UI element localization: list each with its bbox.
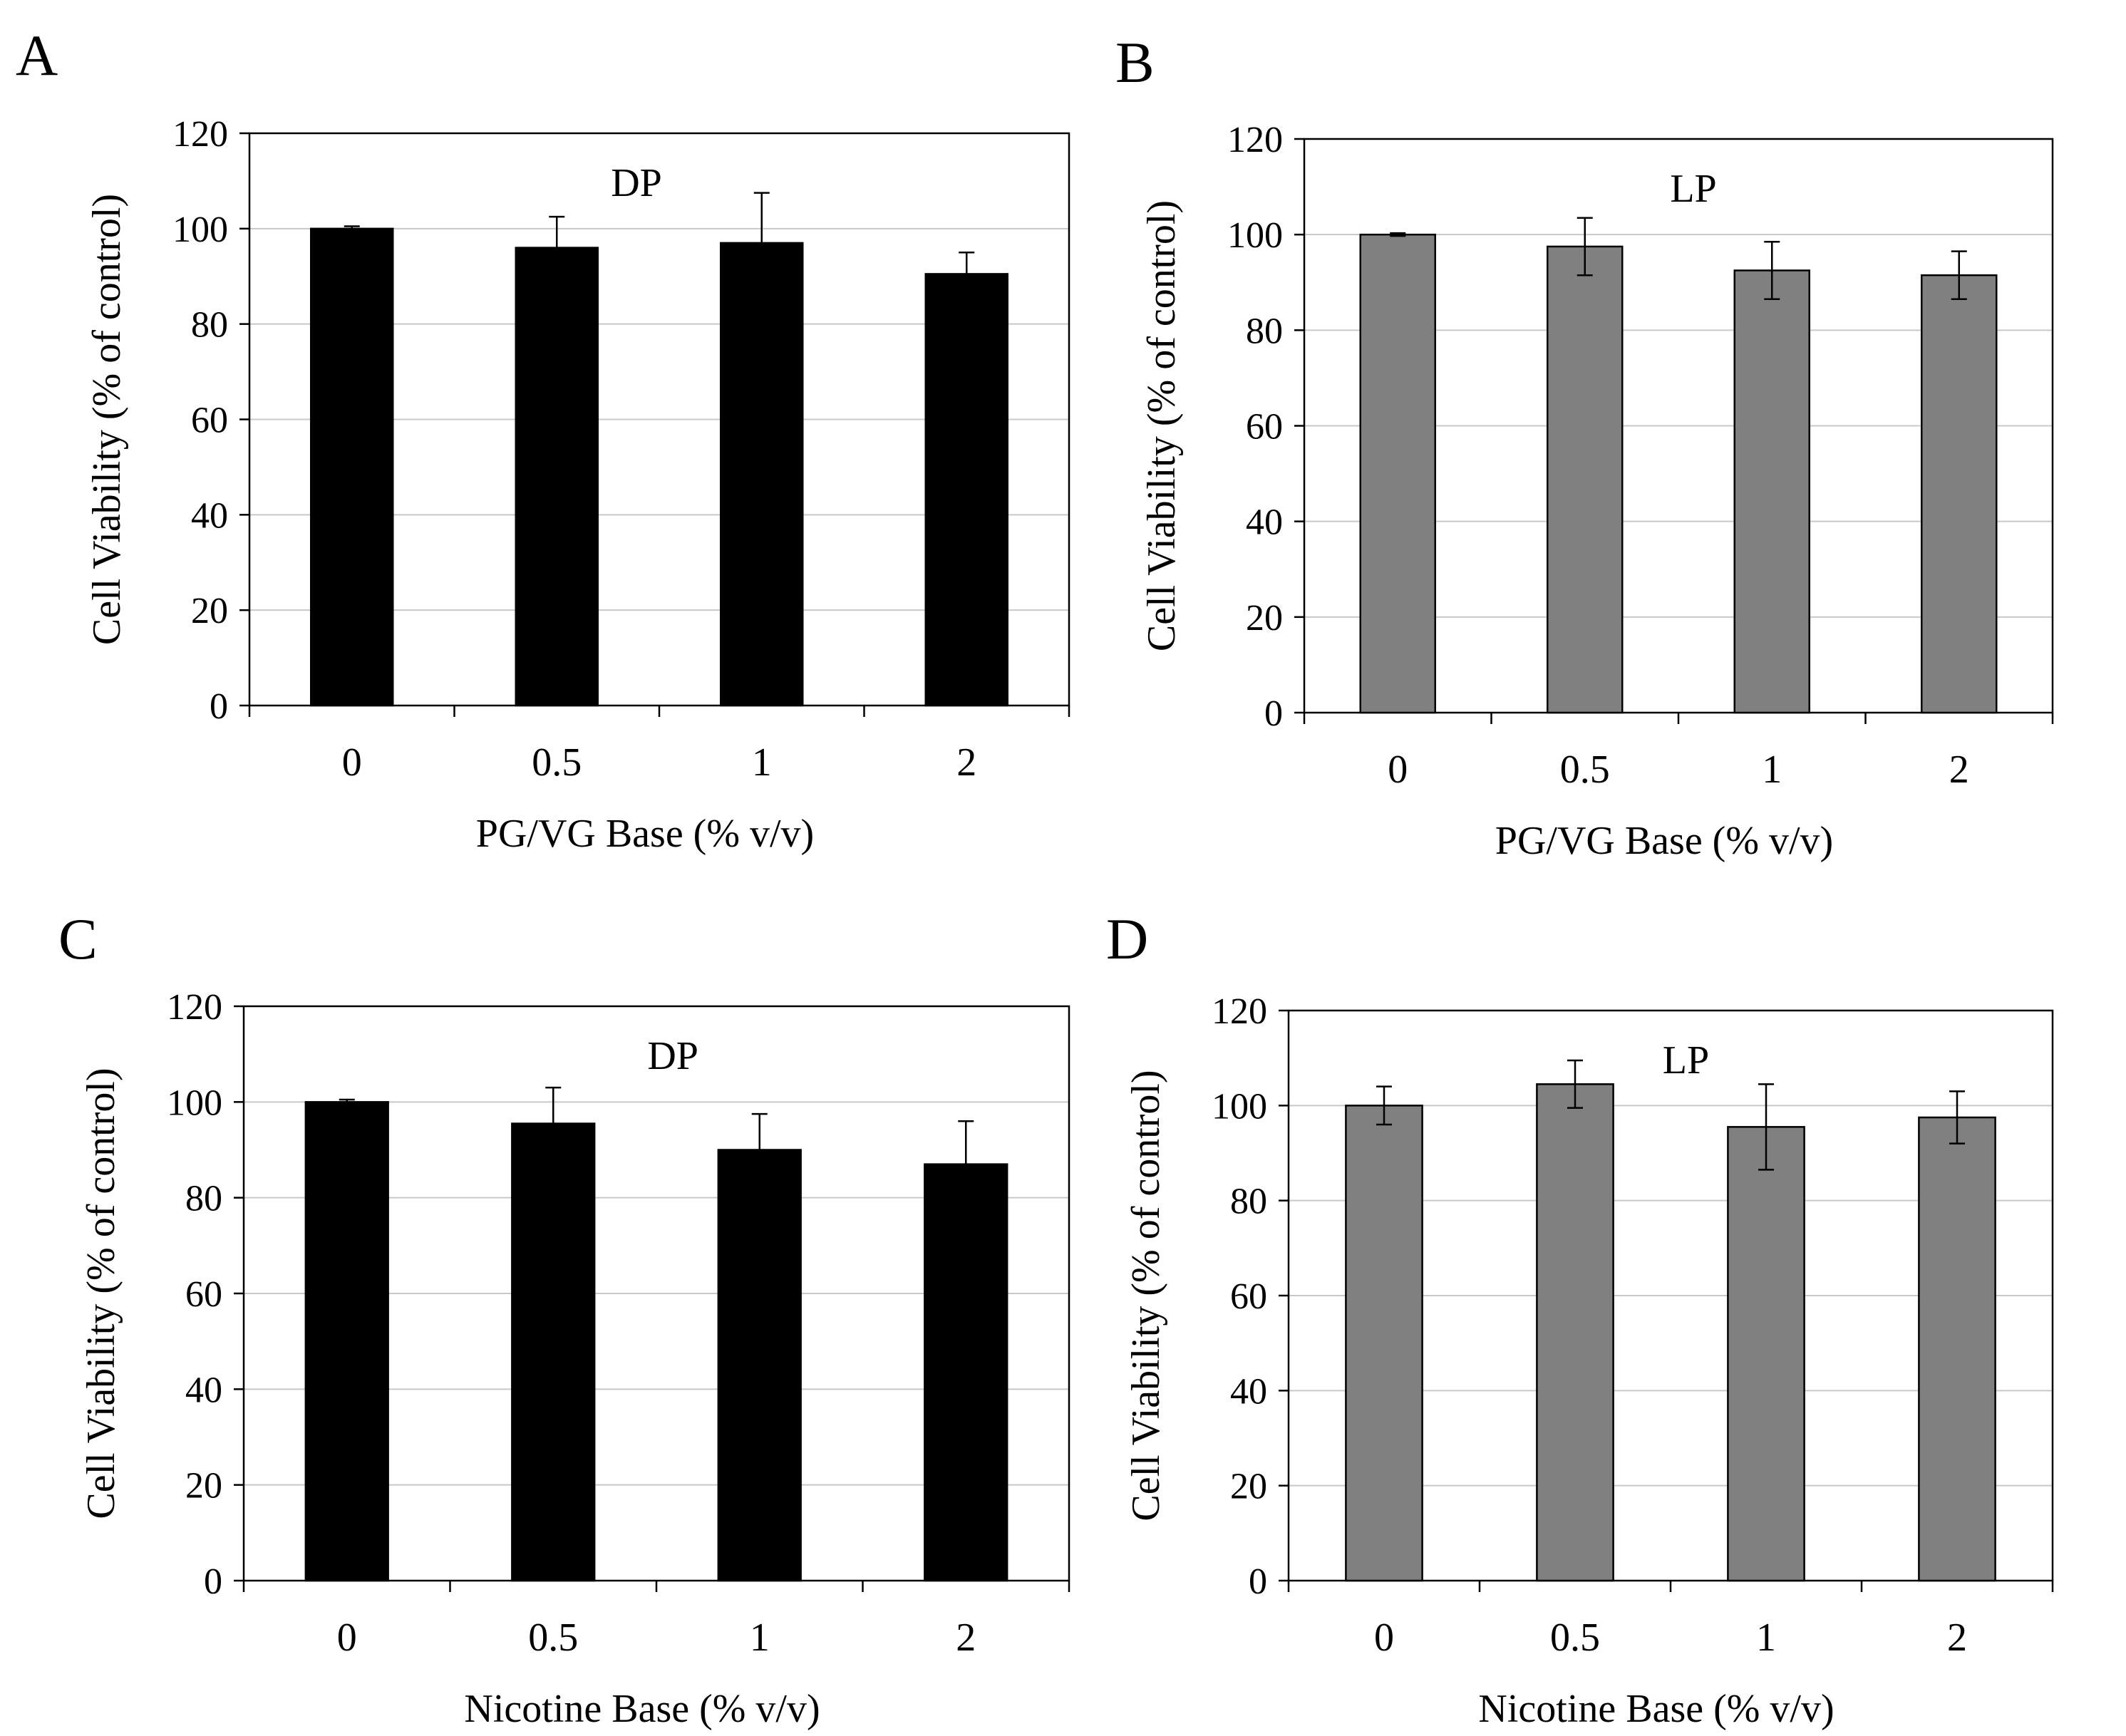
x-tick-label: 0.5 [1560, 748, 1610, 792]
x-tick-label: 1 [752, 740, 772, 785]
y-tick-label: 80 [185, 1179, 222, 1219]
panel-letter: A [16, 23, 58, 88]
y-tick-label: 80 [1230, 1182, 1267, 1222]
panel-letter: C [58, 906, 98, 971]
x-tick-label: 0.5 [1550, 1616, 1600, 1660]
x-tick-label: 1 [1762, 748, 1782, 792]
x-tick-label: 0 [337, 1616, 357, 1660]
bar [720, 242, 804, 707]
y-tick-label: 120 [1212, 991, 1267, 1032]
bar [1359, 233, 1436, 714]
chart-panel-a: A 0 20 40 60 80 100 120 0 0.5 1 2 DP PG/VG Base (% v/… [16, 23, 1070, 856]
x-tick-label: 2 [956, 740, 976, 785]
y-tick-label: 60 [1246, 407, 1283, 448]
panel-letter: B [1115, 30, 1155, 95]
y-tick-label: 100 [167, 1083, 222, 1123]
x-tick-label: 2 [1947, 1616, 1967, 1660]
y-tick-label: 120 [1227, 120, 1283, 160]
bar [717, 1149, 802, 1582]
y-tick-label: 20 [1230, 1467, 1267, 1507]
y-tick-label: 40 [191, 495, 228, 536]
bar [310, 227, 394, 707]
x-axis-label: PG/VG Base (% v/v) [1495, 819, 1833, 863]
x-axis-label: Nicotine Base (% v/v) [1478, 1687, 1834, 1731]
chart-panel-c: C 0 20 40 60 80 100 120 0 0.5 1 2 DP Nicotine Base (%… [58, 906, 1070, 1731]
y-tick-label: 60 [1230, 1276, 1267, 1317]
y-tick-label: 80 [191, 305, 228, 346]
y-tick-label: 40 [1246, 502, 1283, 543]
bar [1733, 269, 1810, 714]
bar [924, 1163, 1008, 1582]
y-tick-label: 100 [172, 210, 228, 250]
y-tick-label: 60 [191, 401, 228, 441]
x-tick-label: 0 [1374, 1616, 1394, 1660]
bar [1727, 1126, 1805, 1582]
x-tick-label: 2 [1949, 748, 1969, 792]
y-axis-label: Cell Viability (% of control) [85, 194, 129, 645]
y-tick-label: 120 [167, 987, 222, 1028]
y-axis-label: Cell Viability (% of control) [79, 1068, 123, 1519]
x-tick-label: 0 [342, 740, 362, 785]
y-tick-label: 80 [1246, 311, 1283, 351]
y-tick-label: 0 [1264, 693, 1283, 734]
bar [1345, 1105, 1423, 1582]
bar [304, 1101, 389, 1582]
x-tick-label: 1 [750, 1616, 770, 1660]
y-tick-label: 40 [1230, 1371, 1267, 1412]
y-tick-label: 40 [185, 1370, 222, 1410]
panel-letter: D [1106, 906, 1148, 971]
chart-panel-b: B 0 20 40 60 80 100 120 0 0.5 1 2 LP PG/VG Base (% v/… [1115, 30, 2054, 863]
bar [511, 1122, 596, 1582]
y-axis-label: Cell Viability (% of control) [1140, 200, 1184, 651]
x-axis-label: PG/VG Base (% v/v) [476, 812, 814, 856]
y-axis-label: Cell Viability (% of control) [1124, 1070, 1168, 1521]
chart-panel-d: D 0 20 40 60 80 100 120 0 0.5 1 2 LP Nicotine Base (%… [1106, 906, 2054, 1731]
bar [1918, 1116, 1996, 1582]
x-tick-label: 1 [1756, 1616, 1776, 1660]
y-tick-label: 0 [1249, 1561, 1267, 1602]
chart-title: LP [1663, 1038, 1709, 1083]
y-tick-label: 20 [1246, 598, 1283, 639]
y-tick-label: 0 [210, 686, 228, 727]
y-tick-label: 0 [204, 1561, 222, 1602]
y-tick-label: 60 [185, 1274, 222, 1315]
y-tick-label: 100 [1227, 215, 1283, 256]
x-tick-label: 0.5 [528, 1616, 578, 1660]
chart-title: DP [611, 161, 662, 205]
x-tick-label: 0.5 [532, 740, 582, 785]
bar [1536, 1083, 1614, 1582]
y-tick-label: 120 [172, 114, 228, 155]
y-tick-label: 20 [191, 591, 228, 631]
bar [515, 247, 599, 707]
bar [1547, 245, 1624, 714]
y-tick-label: 100 [1212, 1086, 1267, 1127]
x-tick-label: 2 [956, 1616, 976, 1660]
bar [1921, 274, 1998, 714]
chart-title: DP [647, 1034, 698, 1078]
y-tick-label: 20 [185, 1466, 222, 1507]
bar [924, 273, 1008, 707]
x-axis-label: Nicotine Base (% v/v) [464, 1687, 820, 1731]
x-tick-label: 0 [1388, 748, 1408, 792]
chart-title: LP [1670, 167, 1716, 211]
